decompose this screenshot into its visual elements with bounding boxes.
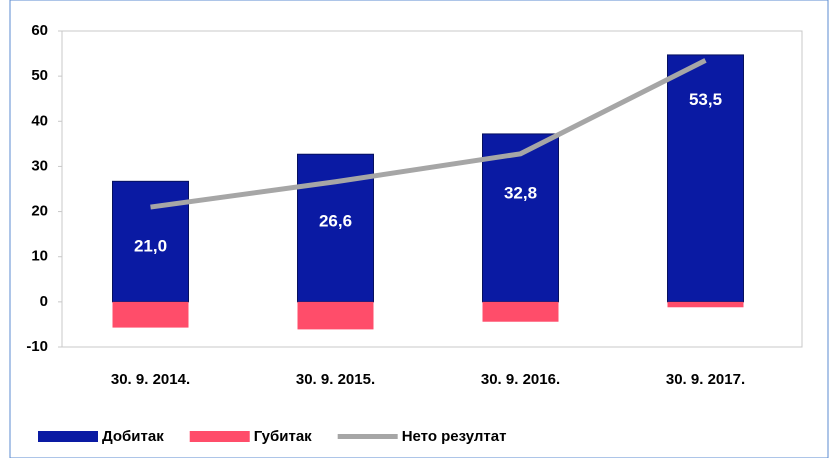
legend-swatch [38,431,98,442]
x-tick-label: 30. 9. 2016. [481,371,560,388]
data-label: 26,6 [319,211,352,230]
net-line [150,58,707,210]
y-tick-label: 40 [31,112,48,129]
y-tick-label: 10 [31,248,48,265]
y-tick-label: 50 [31,67,48,84]
bar [112,301,189,328]
x-tick-label: 30. 9. 2017. [666,371,745,388]
bar [482,133,559,303]
legend-swatch [337,434,398,439]
legend-swatch [189,431,250,442]
y-tick-label: 20 [31,203,48,220]
bar [667,301,744,308]
x-tick-label: 30. 9. 2014. [111,371,190,388]
legend-label: Нето резултат [402,428,507,445]
bar [297,301,374,330]
data-label: 53,5 [689,90,722,109]
legend-label: Губитак [254,428,312,445]
y-tick-label: 0 [40,293,48,310]
y-tick-label: -10 [26,338,48,355]
bar [482,301,559,322]
data-label: 21,0 [134,237,167,256]
plot-area [61,30,803,348]
y-tick-label: 60 [31,22,48,39]
data-label: 32,8 [504,183,537,202]
y-tick-label: 30 [31,157,48,174]
x-tick-label: 30. 9. 2015. [296,371,375,388]
legend-label: Добитак [102,428,164,445]
